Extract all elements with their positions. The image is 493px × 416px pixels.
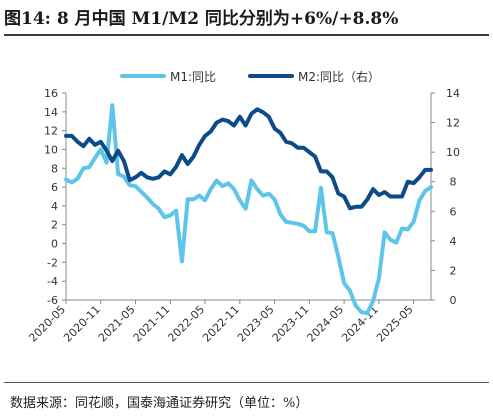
y-left-tick-label: 12 xyxy=(44,125,58,138)
legend-label-m2: M2:同比（右） xyxy=(298,69,380,84)
x-tick-label: 2023-05 xyxy=(235,303,277,345)
x-tick-label: 2022-05 xyxy=(165,303,207,345)
y-left-tick-label: 2 xyxy=(51,219,58,232)
y-left-tick-label: 16 xyxy=(44,87,58,100)
x-tick-label: 2020-05 xyxy=(26,303,68,345)
x-tick-label: 2022-11 xyxy=(200,303,242,345)
y-left-tick-label: -6 xyxy=(47,294,58,307)
x-tick-label: 2020-11 xyxy=(61,303,103,345)
x-tick-label: 2025-05 xyxy=(374,303,416,345)
m1-series-line xyxy=(64,103,433,316)
legend-label-m1: M1:同比 xyxy=(170,70,216,84)
x-tick-label: 2021-11 xyxy=(131,303,173,345)
y-right-tick-label: 6 xyxy=(450,205,457,218)
source-note: 数据来源：同花顺，国泰海通证券研究（单位：%） xyxy=(10,396,309,411)
y-left-tick-label: -4 xyxy=(47,275,58,288)
y-right-tick-label: 10 xyxy=(446,146,460,159)
footer-rule xyxy=(4,382,489,383)
y-right-tick-label: 12 xyxy=(446,117,460,130)
x-tick-label: 2021-05 xyxy=(96,303,138,345)
m2-series-line xyxy=(64,107,433,211)
y-right-tick-label: 0 xyxy=(450,294,457,307)
m1-m2-line-chart: -6-4-20246810121416024681012142020-05202… xyxy=(26,69,460,345)
y-left-tick-label: 4 xyxy=(51,200,58,213)
y-left-tick-label: -2 xyxy=(47,256,58,269)
y-left-tick-label: 6 xyxy=(51,181,58,194)
y-right-tick-label: 8 xyxy=(450,176,457,189)
title-rule xyxy=(4,34,489,36)
y-right-tick-label: 4 xyxy=(450,235,457,248)
y-right-tick-label: 14 xyxy=(446,87,460,100)
y-left-tick-label: 8 xyxy=(51,162,58,175)
figure-title: 图14: 8 月中国 M1/M2 同比分别为+6%/+8.8% xyxy=(4,9,399,29)
x-tick-label: 2024-05 xyxy=(305,303,347,345)
y-left-tick-label: 10 xyxy=(44,143,58,156)
x-tick-label: 2023-11 xyxy=(270,303,312,345)
y-right-tick-label: 2 xyxy=(450,264,457,277)
y-left-tick-label: 0 xyxy=(51,238,58,251)
y-left-tick-label: 14 xyxy=(44,106,58,119)
